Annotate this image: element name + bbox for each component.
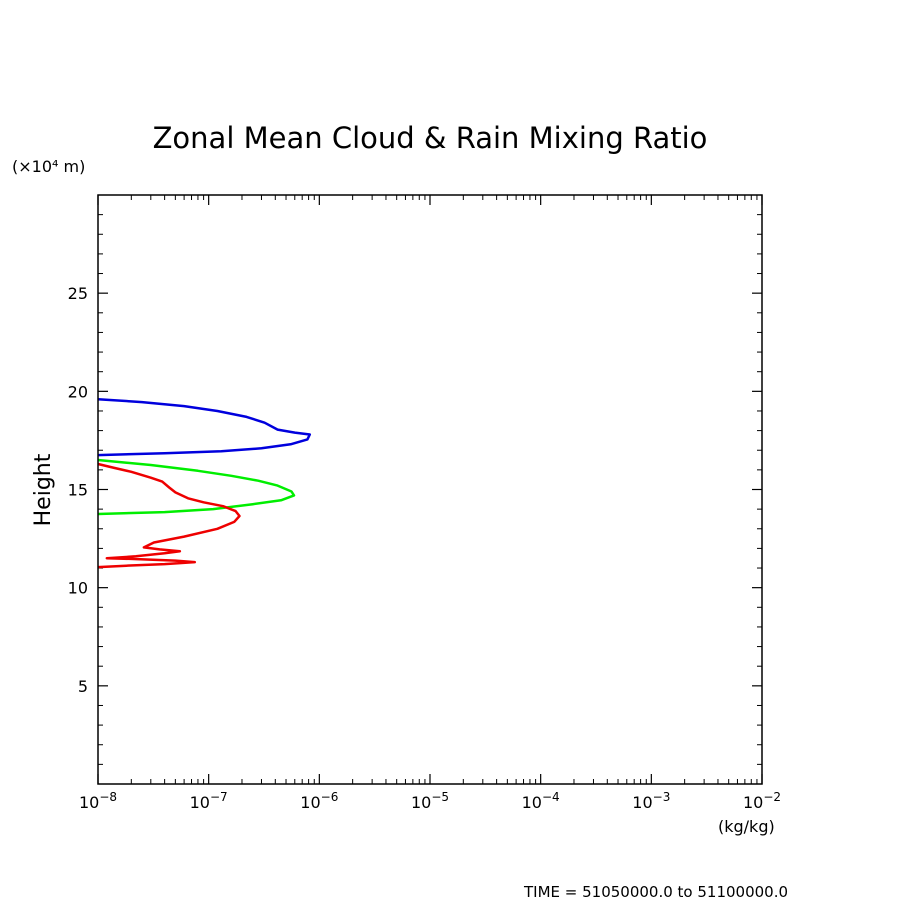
x-tick-label: 10−6 xyxy=(300,790,338,812)
x-unit-label: (kg/kg) xyxy=(718,817,775,836)
x-tick-label: 10−3 xyxy=(632,790,670,812)
axis-ticks xyxy=(97,195,763,784)
x-tick-label: 10−8 xyxy=(79,790,117,812)
y-tick-label: 15 xyxy=(68,481,88,500)
series-line-blue xyxy=(97,397,312,457)
y-tick-label: 20 xyxy=(68,382,88,401)
series-line-red xyxy=(97,462,241,569)
y-tick-label: 5 xyxy=(78,677,88,696)
x-tick-label: 10−5 xyxy=(411,790,449,812)
series-line-green xyxy=(97,458,296,516)
chart-title: Zonal Mean Cloud & Rain Mixing Ratio xyxy=(153,121,708,155)
y-tick-label: 10 xyxy=(68,579,88,598)
time-footer: TIME = 51050000.0 to 51100000.0 xyxy=(523,883,788,901)
y-unit-label: (×10⁴ m) xyxy=(12,157,85,176)
x-tick-label: 10−4 xyxy=(522,790,560,812)
y-tick-label: 25 xyxy=(68,284,88,303)
plot-frame xyxy=(97,194,763,785)
x-tick-labels: 10−8 10−7 10−6 10−5 10−4 10−3 10−2 xyxy=(79,790,781,812)
x-tick-label: 10−7 xyxy=(190,790,228,812)
y-axis-label: Height xyxy=(31,453,56,526)
y-tick-labels: 5 10 15 20 25 xyxy=(68,284,88,696)
x-tick-label: 10−2 xyxy=(743,790,781,812)
series-layer xyxy=(97,397,312,569)
